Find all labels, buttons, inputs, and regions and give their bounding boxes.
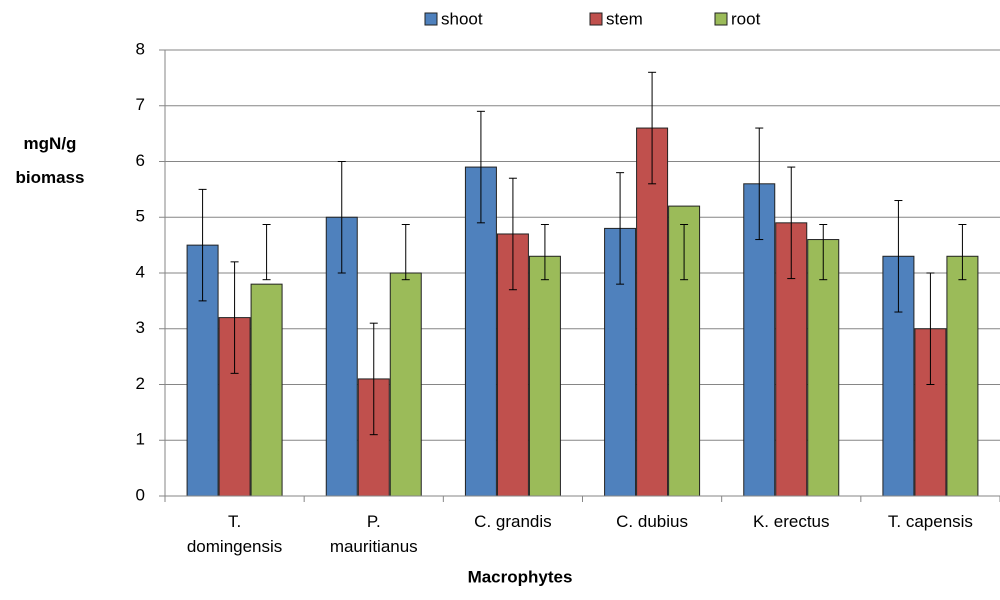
legend-label: shoot [441, 9, 483, 28]
y-axis-label: mgN/g biomass [16, 134, 85, 187]
x-tick-label: K. erectus [753, 512, 830, 531]
x-tick-label: T. domingensis [187, 512, 282, 556]
y-tick-label: 1 [136, 430, 145, 449]
y-tick-label: 0 [136, 485, 145, 504]
legend-swatch [424, 12, 438, 26]
x-axis-label: Macrophytes [468, 567, 573, 586]
y-tick-label: 2 [136, 374, 145, 393]
legend-swatch [714, 12, 728, 26]
legend-swatch [589, 12, 603, 26]
bar [946, 255, 979, 497]
y-tick-label: 3 [136, 318, 145, 337]
x-tick-label: T. capensis [888, 512, 973, 531]
bar [528, 255, 561, 497]
bar [250, 283, 283, 497]
y-tick-label: 7 [136, 95, 145, 114]
x-tick-label: P. mauritianus [330, 512, 418, 556]
x-tick-label: C. dubius [616, 512, 688, 531]
y-tick-label: 8 [136, 39, 145, 58]
y-tick-label: 6 [136, 151, 145, 170]
legend-label: stem [606, 9, 643, 28]
y-tick-label: 4 [136, 262, 145, 281]
bar [389, 272, 422, 497]
y-tick-label: 5 [136, 207, 145, 226]
x-tick-label: C. grandis [474, 512, 551, 531]
legend-label: root [731, 9, 761, 28]
bar [636, 127, 669, 497]
bar [807, 239, 840, 497]
